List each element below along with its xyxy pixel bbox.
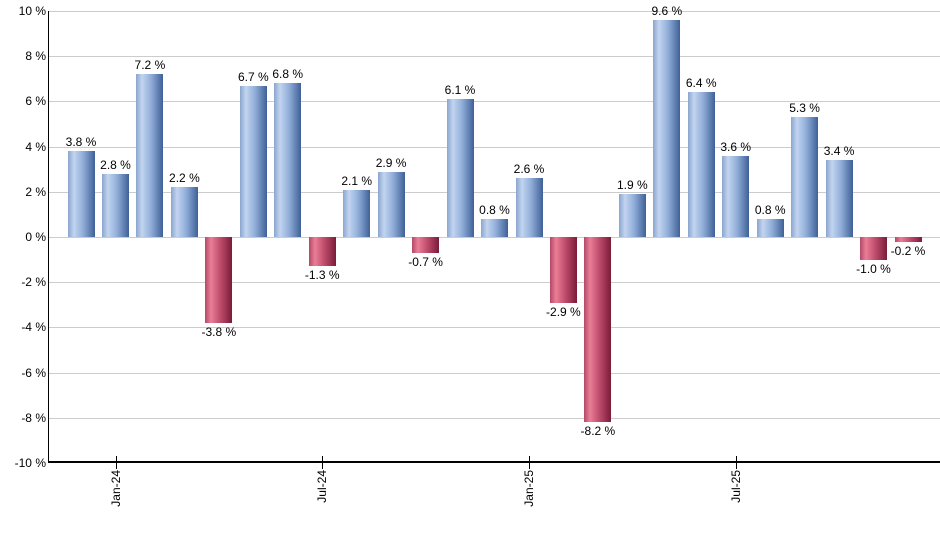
y-axis-line [48,11,49,463]
bar-positive[interactable] [170,187,198,237]
bar-value-label: 2.6 % [513,162,545,177]
y-axis-tick-label: 8 % [25,49,46,64]
y-axis-tick-label: -6 % [21,365,46,380]
bar-positive[interactable] [377,171,405,237]
y-axis-tick-label: -4 % [21,320,46,335]
bar-negative[interactable] [584,237,612,423]
bar-positive[interactable] [722,155,750,237]
y-axis-tick-label: 10 % [18,4,46,18]
bar-value-label: 3.8 % [65,135,97,150]
gridline [48,191,940,193]
x-axis-tick [735,456,737,469]
bar-positive[interactable] [446,99,474,237]
x-axis-line [48,461,940,463]
bar-value-label: 6.8 % [272,67,304,82]
bar-value-label: 1.9 % [616,178,648,193]
bar-positive[interactable] [343,189,371,237]
bar-positive[interactable] [756,218,784,237]
bar-negative[interactable] [205,237,233,323]
bar-positive[interactable] [653,20,681,237]
bar-value-label: 3.4 % [823,144,855,159]
x-axis-tick [322,456,324,469]
y-axis-tick-label: 6 % [25,94,46,109]
bar-positive[interactable] [239,85,267,237]
gridline [48,417,940,419]
bar-negative[interactable] [894,237,922,242]
x-axis-tick-label: Jul-25 [728,470,743,503]
x-axis-tick [115,456,117,469]
bar-value-label: -1.0 % [856,261,891,276]
y-axis-tick-label: 0 % [25,230,46,244]
x-axis-tick-label: Jan-24 [108,470,123,507]
bar-value-label: 0.8 % [754,202,786,217]
x-axis-tick-label: Jan-25 [522,470,536,507]
bar-positive[interactable] [687,92,715,237]
bar-positive[interactable] [825,160,853,237]
bar-value-label: -1.3 % [304,268,340,283]
bar-value-label: 9.6 % [651,4,683,18]
bar-value-label: 5.3 % [789,101,820,116]
y-axis-tick-label: -10 % [14,456,46,470]
y-axis-tick-label: 4 % [25,139,46,154]
gridline [48,56,940,58]
y-axis-tick-label: 2 % [25,184,46,199]
x-axis-tick [529,456,530,469]
bar-value-label: -3.8 % [201,324,237,339]
bar-value-label: 6.1 % [444,83,476,98]
bar-value-label: 2.1 % [341,173,373,188]
bar-negative[interactable] [308,237,336,267]
bar-value-label: 2.2 % [169,171,200,186]
bar-value-label: 6.7 % [237,69,269,84]
y-axis-tick-label: -2 % [21,275,46,290]
bar-value-label: -8.2 % [580,424,616,439]
bar-positive[interactable] [102,173,129,237]
bar-value-label: 0.8 % [479,202,510,217]
gridline [48,327,940,329]
bar-negative[interactable] [860,237,887,260]
x-axis-tick-label: Jul-24 [315,470,330,503]
bar-positive[interactable] [515,178,543,237]
bar-value-label: 2.9 % [375,155,407,170]
bar-positive[interactable] [136,74,164,237]
gridline [48,372,940,374]
bar-positive[interactable] [67,151,95,237]
bar-negative[interactable] [412,237,440,253]
bar-value-label: 6.4 % [685,76,717,91]
gridline [48,282,940,284]
bar-positive[interactable] [618,194,646,237]
bar-negative[interactable] [549,237,577,303]
gridline [48,237,940,238]
gridline [48,146,940,148]
bar-value-label: 3.6 % [720,139,752,154]
bar-value-label: 7.2 % [134,58,166,73]
gridline [48,101,940,103]
bar-value-label: -0.7 % [408,254,443,269]
y-axis-tick-label: -8 % [21,410,46,425]
bar-value-label: -0.2 % [890,243,926,258]
bar-value-label: 2.8 % [100,157,131,172]
bar-positive[interactable] [791,117,819,237]
bar-positive[interactable] [481,218,508,237]
bar-value-label: -2.9 % [546,304,581,319]
bar-positive[interactable] [274,83,302,237]
gridline [48,11,940,12]
